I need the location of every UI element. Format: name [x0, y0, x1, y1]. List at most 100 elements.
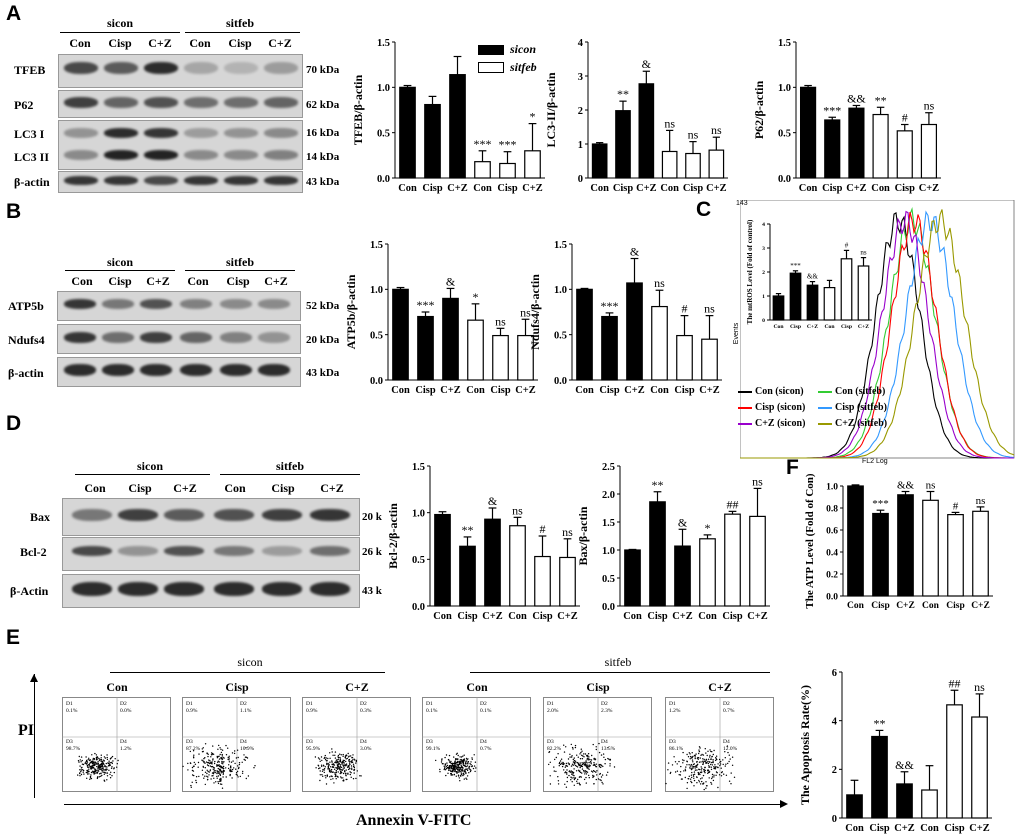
facs-dot — [449, 769, 451, 771]
facs-dot — [212, 766, 215, 768]
facs-dot — [458, 770, 461, 772]
quadrant-value: 13.5% — [601, 746, 616, 752]
blot-band — [118, 582, 158, 596]
facs-dot — [553, 766, 555, 768]
facs-dot — [190, 784, 192, 787]
facs-dot — [579, 766, 581, 769]
facs-dot — [435, 759, 437, 762]
facs-dot — [345, 760, 347, 763]
significance-label: ** — [874, 716, 886, 730]
facs-dot — [231, 770, 233, 773]
facs-dot — [457, 774, 460, 776]
facs-dot — [558, 765, 560, 767]
facs-dot — [691, 768, 693, 770]
lane-label: Con — [187, 274, 209, 288]
facs-dot — [692, 761, 694, 763]
facs-dot — [197, 761, 200, 764]
facs-dot — [328, 769, 331, 772]
facs-dot — [448, 768, 450, 770]
facs-dot — [342, 780, 344, 782]
facs-dot — [571, 771, 573, 774]
facs-dot — [447, 758, 450, 761]
facs-dot — [97, 769, 99, 771]
facs-dot — [718, 774, 721, 776]
significance-label: # — [845, 241, 849, 249]
facs-dot — [710, 750, 712, 753]
facs-dot — [330, 768, 333, 771]
y-tick-label: 0 — [832, 814, 837, 825]
kda-label: 43 kDa — [306, 367, 340, 379]
facs-dot — [453, 774, 455, 776]
y-tick-label: 1.0 — [826, 483, 838, 493]
facs-dot — [707, 762, 710, 765]
facs-dot — [116, 763, 118, 765]
facs-dot — [464, 765, 466, 768]
significance-label: ns — [664, 116, 675, 130]
facs-lane-label: Con — [466, 680, 488, 694]
kda-label: 62 kDa — [306, 99, 340, 111]
blot-band — [118, 546, 158, 556]
y-tick-label: 1 — [762, 294, 765, 300]
facs-dot — [219, 768, 222, 770]
blot-band — [224, 150, 258, 160]
facs-dot — [350, 772, 352, 774]
facs-dot — [331, 766, 334, 768]
blot-band — [214, 582, 254, 596]
facs-dot — [84, 762, 86, 764]
facs-dot — [337, 762, 339, 764]
facs-dot — [202, 774, 204, 776]
facs-dot — [187, 762, 189, 765]
category-label: C+Z — [894, 823, 914, 834]
facs-dot — [218, 764, 220, 766]
significance-label: & — [630, 245, 640, 259]
y-axis-label: Bax/β-actin — [576, 506, 590, 565]
quadrant-value: 0.1% — [66, 708, 78, 714]
facs-dot — [667, 762, 670, 764]
quadrant-value: 0.9% — [306, 708, 318, 714]
facs-dot — [236, 770, 239, 773]
facs-dot — [446, 762, 448, 764]
facs-dot — [335, 766, 337, 769]
facs-dot — [353, 758, 355, 760]
facs-dot — [730, 783, 732, 785]
blot-band — [164, 546, 204, 556]
facs-dot — [198, 775, 200, 778]
significance-label: & — [678, 515, 688, 529]
facs-dot — [85, 762, 87, 765]
blot-band — [264, 176, 298, 185]
category-label: Cisp — [599, 385, 619, 396]
category-label: Con — [590, 183, 609, 194]
facs-dot — [678, 760, 680, 763]
facs-dot — [332, 754, 334, 756]
facs-dot — [444, 769, 447, 771]
facs-dot — [728, 780, 731, 782]
facs-dot — [104, 772, 107, 774]
facs-dot — [727, 751, 729, 754]
category-label: C+Z — [447, 183, 467, 194]
category-label: C+Z — [971, 601, 990, 611]
facs-dot — [584, 773, 586, 775]
facs-dot — [345, 769, 347, 771]
facs-dot — [339, 765, 342, 767]
facs-dot — [314, 756, 317, 758]
facs-dot — [355, 760, 357, 763]
facs-dot — [688, 775, 690, 777]
facs-dot — [694, 754, 696, 757]
significance-label: & — [642, 57, 652, 71]
facs-dot — [678, 774, 680, 776]
facs-dot — [339, 772, 341, 775]
facs-dot — [572, 758, 574, 761]
facs-dot — [217, 782, 220, 785]
facs-dot — [336, 768, 339, 770]
facs-dot — [347, 768, 350, 771]
facs-dot — [222, 773, 224, 775]
facs-dot — [592, 771, 594, 773]
facs-dot — [244, 759, 246, 761]
facs-dot — [460, 772, 463, 774]
facs-dot — [79, 775, 81, 777]
facs-dot — [343, 770, 346, 772]
facs-dot — [686, 787, 688, 790]
facs-dot — [327, 757, 329, 760]
category-label: C+Z — [557, 611, 577, 622]
facs-dot — [587, 759, 589, 761]
